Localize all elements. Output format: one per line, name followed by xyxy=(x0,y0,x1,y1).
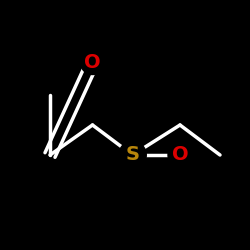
Text: S: S xyxy=(126,146,140,165)
Text: O: O xyxy=(172,146,188,165)
Text: O: O xyxy=(84,53,101,72)
Circle shape xyxy=(119,141,146,169)
Circle shape xyxy=(80,50,104,74)
Circle shape xyxy=(168,143,192,167)
